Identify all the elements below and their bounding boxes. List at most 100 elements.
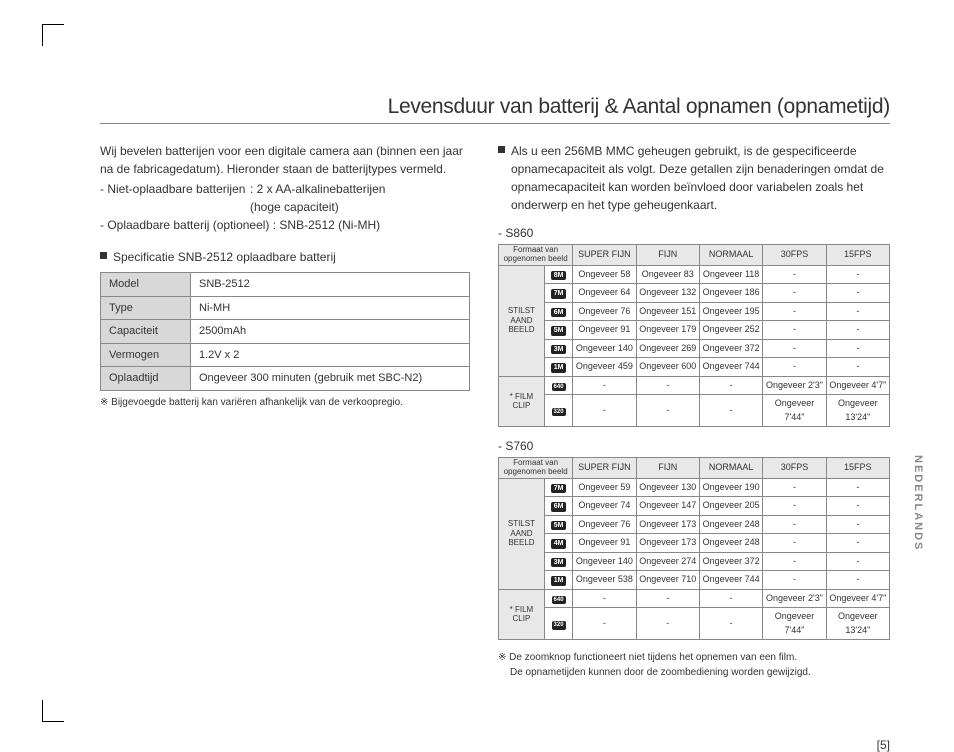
spec-cell: Ongeveer 300 minuten (gebruik met SBC-N2… bbox=[191, 367, 470, 391]
capacity-cell: - bbox=[763, 302, 826, 321]
format-icon: 1M bbox=[551, 576, 567, 586]
capacity-cell: Ongeveer 190 bbox=[699, 478, 762, 497]
square-bullet-icon bbox=[100, 252, 107, 259]
capacity-cell: - bbox=[699, 608, 762, 640]
capacity-cell: Ongeveer 372 bbox=[699, 552, 762, 571]
icon-cell: 4M bbox=[544, 534, 572, 553]
capacity-cell: - bbox=[636, 608, 699, 640]
format-icon: 5M bbox=[551, 326, 567, 336]
capacity-cell: - bbox=[699, 589, 762, 608]
col-header: 30FPS bbox=[763, 458, 826, 479]
bullet-recharge: - Oplaadbare batterij (optioneel) : SNB-… bbox=[100, 216, 470, 234]
row-header-still: STILSTAANDBEELD bbox=[499, 478, 545, 589]
capacity-cell: Ongeveer 58 bbox=[573, 265, 636, 284]
icon-cell: 3M bbox=[544, 339, 572, 358]
capacity-cell: - bbox=[763, 515, 826, 534]
capacity-cell: Ongeveer 2'3" bbox=[763, 589, 826, 608]
format-icon: 3M bbox=[551, 558, 567, 568]
capacity-cell: Ongeveer 7'44" bbox=[763, 608, 826, 640]
capacity-cell: Ongeveer 4'7" bbox=[826, 589, 889, 608]
capacity-cell: - bbox=[826, 302, 889, 321]
format-icon: 3M bbox=[551, 345, 567, 355]
capacity-cell: Ongeveer 459 bbox=[573, 358, 636, 377]
capacity-cell: Ongeveer 269 bbox=[636, 339, 699, 358]
spec-cell: SNB-2512 bbox=[191, 273, 470, 297]
footnote-1: ※ De zoomknop functioneert niet tijdens … bbox=[498, 650, 890, 665]
capacity-cell: Ongeveer 173 bbox=[636, 515, 699, 534]
capacity-cell: - bbox=[763, 571, 826, 590]
bullet-nonrecharge-a: - Niet-oplaadbare batterijen bbox=[100, 180, 250, 198]
col-header: 15FPS bbox=[826, 458, 889, 479]
intro-text: Wij bevelen batterijen voor een digitale… bbox=[100, 142, 470, 178]
format-icon: 1M bbox=[551, 363, 567, 373]
capacity-cell: Ongeveer 179 bbox=[636, 321, 699, 340]
capacity-cell: Ongeveer 76 bbox=[573, 515, 636, 534]
format-icon: 640 bbox=[552, 596, 566, 605]
capacity-cell: Ongeveer 274 bbox=[636, 552, 699, 571]
capacity-cell: Ongeveer 91 bbox=[573, 534, 636, 553]
model-s860: - S860 bbox=[498, 224, 890, 242]
capacity-cell: - bbox=[699, 395, 762, 427]
spec-table: ModelSNB-2512TypeNi-MHCapaciteit2500mAhV… bbox=[100, 272, 470, 391]
capacity-cell: Ongeveer 710 bbox=[636, 571, 699, 590]
capacity-cell: Ongeveer 13'24" bbox=[826, 608, 889, 640]
capacity-cell: - bbox=[763, 497, 826, 516]
format-icon: 6M bbox=[551, 308, 567, 318]
capacity-cell: - bbox=[763, 339, 826, 358]
capacity-cell: Ongeveer 59 bbox=[573, 478, 636, 497]
capacity-cell: Ongeveer 186 bbox=[699, 284, 762, 303]
col-header: FIJN bbox=[636, 245, 699, 266]
capacity-cell: Ongeveer 744 bbox=[699, 358, 762, 377]
memory-intro: Als u een 256MB MMC geheugen gebruikt, i… bbox=[511, 142, 890, 214]
capacity-cell: Ongeveer 130 bbox=[636, 478, 699, 497]
format-icon: 320 bbox=[552, 621, 566, 630]
capacity-cell: Ongeveer 140 bbox=[573, 552, 636, 571]
capacity-cell: Ongeveer 195 bbox=[699, 302, 762, 321]
capacity-cell: - bbox=[826, 497, 889, 516]
format-icon: 8M bbox=[551, 271, 567, 281]
capacity-cell: Ongeveer 132 bbox=[636, 284, 699, 303]
capacity-cell: - bbox=[826, 515, 889, 534]
col-header-format: Formaat vanopgenomen beeld bbox=[499, 458, 573, 479]
capacity-cell: Ongeveer 538 bbox=[573, 571, 636, 590]
col-header: SUPER FIJN bbox=[573, 458, 636, 479]
capacity-cell: - bbox=[573, 608, 636, 640]
capacity-cell: Ongeveer 13'24" bbox=[826, 395, 889, 427]
capacity-cell: - bbox=[636, 589, 699, 608]
row-header-film: * FILMCLIP bbox=[499, 376, 545, 427]
format-icon: 7M bbox=[551, 484, 567, 494]
capacity-cell: - bbox=[763, 321, 826, 340]
spec-cell: 1.2V x 2 bbox=[191, 343, 470, 367]
row-header-still: STILSTAANDBEELD bbox=[499, 265, 545, 376]
capacity-cell: - bbox=[826, 571, 889, 590]
capacity-cell: Ongeveer 7'44" bbox=[763, 395, 826, 427]
crop-mark-bl bbox=[42, 700, 64, 722]
square-bullet-icon bbox=[498, 146, 505, 153]
icon-cell: 7M bbox=[544, 478, 572, 497]
spec-cell: Capaciteit bbox=[101, 320, 191, 344]
format-icon: 4M bbox=[551, 539, 567, 549]
capacity-table-s760: Formaat vanopgenomen beeldSUPER FIJNFIJN… bbox=[498, 457, 890, 640]
capacity-cell: - bbox=[699, 376, 762, 395]
capacity-cell: - bbox=[826, 339, 889, 358]
capacity-cell: - bbox=[573, 395, 636, 427]
right-column: Als u een 256MB MMC geheugen gebruikt, i… bbox=[498, 142, 890, 680]
capacity-cell: Ongeveer 147 bbox=[636, 497, 699, 516]
format-icon: 7M bbox=[551, 289, 567, 299]
col-header: 30FPS bbox=[763, 245, 826, 266]
capacity-cell: Ongeveer 76 bbox=[573, 302, 636, 321]
capacity-cell: Ongeveer 4'7" bbox=[826, 376, 889, 395]
crop-mark-tl bbox=[42, 24, 64, 46]
col-header: 15FPS bbox=[826, 245, 889, 266]
spec-heading: Specificatie SNB-2512 oplaadbare batteri… bbox=[113, 248, 336, 266]
model-s760: - S760 bbox=[498, 437, 890, 455]
icon-cell: 1M bbox=[544, 571, 572, 590]
capacity-cell: - bbox=[763, 358, 826, 377]
capacity-cell: Ongeveer 151 bbox=[636, 302, 699, 321]
capacity-cell: Ongeveer 140 bbox=[573, 339, 636, 358]
capacity-cell: - bbox=[826, 552, 889, 571]
capacity-cell: - bbox=[826, 358, 889, 377]
capacity-cell: - bbox=[636, 376, 699, 395]
capacity-cell: Ongeveer 744 bbox=[699, 571, 762, 590]
spec-cell: Vermogen bbox=[101, 343, 191, 367]
